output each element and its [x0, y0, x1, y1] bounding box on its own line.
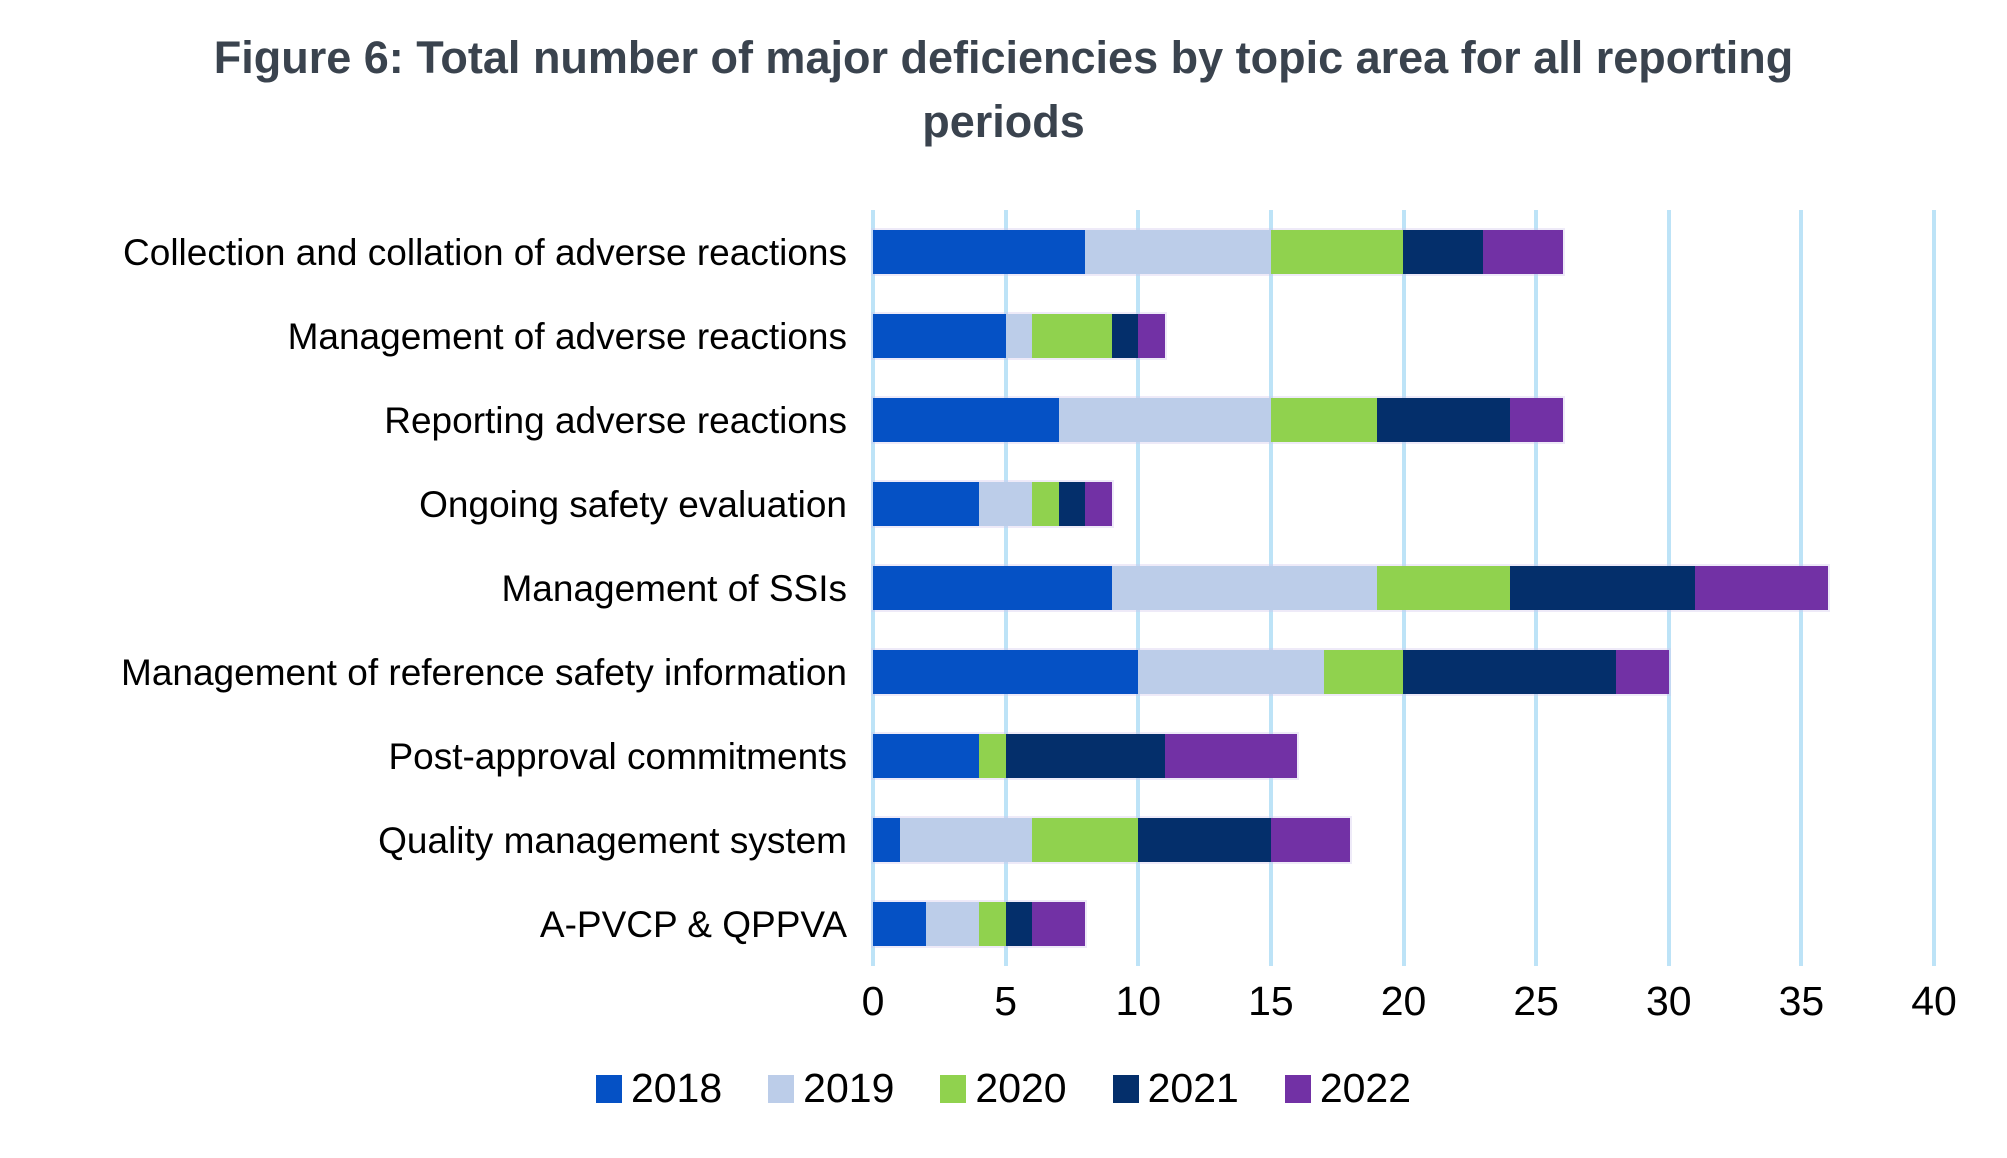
bar-segment-2019	[1005, 314, 1033, 358]
bar-segment-2018	[873, 314, 1006, 358]
bar-2	[873, 314, 1165, 358]
category-label: Management of reference safety informati…	[121, 652, 847, 693]
bar-segment-2020	[1032, 818, 1139, 862]
bar-1	[873, 230, 1563, 274]
bar-segment-2018	[873, 566, 1112, 610]
bar-segment-2022	[1138, 314, 1165, 358]
bar-segment-2020	[1032, 314, 1112, 358]
bar-segment-2021	[1376, 398, 1510, 442]
bar-segment-2019	[899, 818, 1033, 862]
category-label: Reporting adverse reactions	[384, 400, 847, 441]
bar-segment-2019	[1111, 566, 1377, 610]
bar-segment-2021	[1058, 482, 1086, 526]
bar-segment-2022	[1270, 818, 1351, 862]
bar-segment-2020	[979, 902, 1006, 946]
bar-segment-2018	[873, 902, 927, 946]
bar-segment-2019	[1085, 230, 1271, 274]
bar-segment-2022	[1483, 230, 1563, 274]
legend-swatch-2018	[595, 1074, 622, 1103]
category-label: Quality management system	[378, 820, 847, 861]
category-label: Ongoing safety evaluation	[419, 484, 847, 525]
bar-segment-2018	[873, 230, 1086, 274]
bar-segment-2021	[1005, 902, 1033, 946]
bar-8	[873, 818, 1351, 862]
bar-segment-2021	[1138, 818, 1271, 862]
bar-segment-2022	[1695, 566, 1828, 610]
bar-segment-2019	[1138, 650, 1324, 694]
x-tick-label: 5	[994, 978, 1018, 1024]
category-label: A-PVCP & QPPVA	[539, 904, 847, 945]
bar-segment-2022	[1509, 398, 1563, 442]
legend-item-2021: 2021	[1112, 1065, 1239, 1111]
bar-segment-2018	[873, 482, 980, 526]
bar-segment-2018	[873, 398, 1059, 442]
x-tick-label: 0	[861, 978, 885, 1024]
bar-9	[873, 902, 1086, 946]
legend-item-2018: 2018	[595, 1065, 723, 1111]
bar-segment-2021	[1509, 566, 1696, 610]
legend-item-2019: 2019	[768, 1068, 894, 1109]
x-tick-label: 10	[1115, 978, 1162, 1024]
legend-item-2022: 2022	[1284, 1065, 1412, 1111]
x-tick-label: 15	[1248, 978, 1294, 1024]
x-tick-label: 25	[1513, 978, 1559, 1024]
category-label: Management of adverse reactions	[287, 316, 847, 357]
bar-segment-2020	[979, 734, 1006, 778]
bar-segment-2019	[979, 482, 1033, 526]
legend-swatch-2021	[1112, 1074, 1139, 1103]
x-tick-label: 40	[1911, 978, 1957, 1024]
bar-segment-2022	[1085, 482, 1112, 526]
bar-3	[873, 398, 1563, 442]
legend-swatch-2022	[1284, 1074, 1311, 1103]
bar-segment-2018	[873, 818, 900, 862]
legend-swatch-2020	[940, 1074, 967, 1103]
category-label: Post-approval commitments	[388, 736, 847, 777]
chart-title: Figure 6: Total number of major deficien…	[213, 32, 1794, 147]
bar-segment-2020	[1032, 482, 1059, 526]
bar-segment-2018	[873, 650, 1139, 694]
legend-label: 2020	[975, 1065, 1067, 1111]
legend-swatch-2019	[768, 1074, 795, 1103]
legend-item-2020: 2020	[940, 1065, 1067, 1111]
bar-segment-2020	[1270, 398, 1377, 442]
legend-label: 2022	[1319, 1065, 1412, 1111]
bar-7	[873, 734, 1298, 778]
bar-segment-2018	[873, 734, 980, 778]
x-tick-label: 35	[1778, 978, 1825, 1024]
bar-segment-2021	[1111, 314, 1139, 358]
bar-segment-2020	[1323, 650, 1404, 694]
bar-5	[873, 566, 1828, 610]
bar-segment-2022	[1032, 902, 1086, 946]
x-tick-label: 20	[1380, 978, 1427, 1024]
legend-label: 2021	[1147, 1065, 1239, 1111]
bar-segment-2021	[1403, 650, 1616, 694]
bar-segment-2021	[1005, 734, 1165, 778]
bar-4	[873, 482, 1112, 526]
gridline-x40	[1932, 210, 1936, 966]
legend-label: 2018	[630, 1065, 723, 1111]
bar-segment-2020	[1376, 566, 1510, 610]
bar-segment-2022	[1164, 734, 1298, 778]
legend-label: 2019	[803, 1065, 895, 1111]
bar-6	[873, 650, 1669, 694]
bar-segment-2021	[1403, 230, 1484, 274]
bar-segment-2019	[1058, 398, 1271, 442]
category-label: Management of SSIs	[501, 568, 847, 609]
bar-segment-2020	[1270, 230, 1404, 274]
category-label: Collection and collation of adverse reac…	[123, 232, 847, 273]
bar-segment-2022	[1615, 650, 1669, 694]
legend: 2018 2019 2020 2021 2022	[0, 1068, 2007, 1109]
bar-segment-2019	[926, 902, 980, 946]
x-tick-label: 30	[1645, 978, 1692, 1024]
